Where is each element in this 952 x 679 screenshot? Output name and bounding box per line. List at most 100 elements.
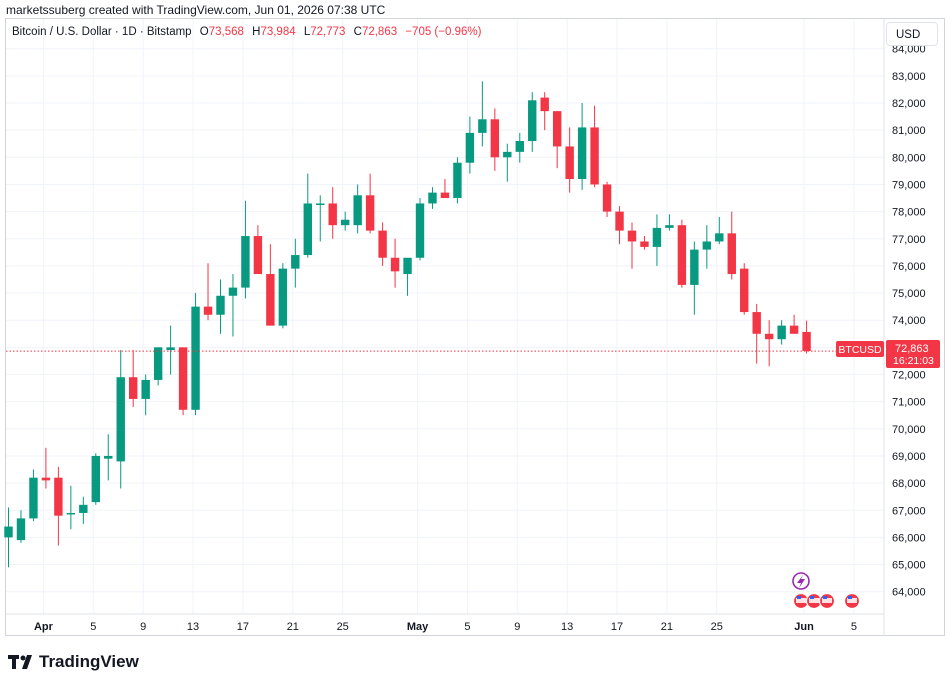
candle[interactable] [777,320,786,345]
candle[interactable] [66,485,76,530]
candle-body [590,127,599,185]
candle[interactable] [478,81,487,147]
candle[interactable] [353,184,362,234]
candle[interactable] [702,225,712,269]
candle-body [702,241,712,250]
time-tick-label: 9 [514,621,520,633]
candle[interactable] [390,238,400,288]
candle[interactable] [4,507,13,568]
candle-body [291,255,300,269]
candle-body [390,257,400,272]
candle[interactable] [677,219,687,288]
candle[interactable] [241,200,250,299]
candle[interactable] [41,447,51,489]
candle[interactable] [203,263,213,321]
candle[interactable] [528,92,537,152]
candle[interactable] [178,347,188,416]
candle[interactable] [627,222,637,269]
candle-body [440,192,450,199]
badge-price: 72,863 [895,343,929,355]
currency-selector[interactable]: USD [886,22,938,46]
change-value: −705 (−0.96%) [405,26,482,38]
chart-frame [5,18,945,636]
candle[interactable] [303,173,312,258]
candle[interactable] [79,496,88,524]
candle-body [540,97,549,112]
candle-body [166,347,175,351]
candle[interactable] [665,214,674,231]
candle[interactable] [415,198,425,261]
candle[interactable] [802,320,811,354]
candle[interactable] [552,111,562,169]
candle[interactable] [378,222,387,266]
candle[interactable] [228,274,238,337]
candle[interactable] [278,263,288,329]
candle-body [403,257,412,275]
candle[interactable] [141,374,150,416]
price-tick-label: 75,000 [892,288,926,300]
candle[interactable] [715,217,724,245]
candle[interactable] [253,225,263,275]
time-tick-label: 9 [140,621,146,633]
candle[interactable] [316,195,325,242]
candle[interactable] [16,510,26,543]
candle[interactable] [91,453,100,505]
candle[interactable] [727,211,736,280]
candle-body [104,455,113,459]
candle-body [191,306,200,410]
candle[interactable] [465,116,475,174]
candle[interactable] [602,181,612,218]
event-markers[interactable] [792,572,861,610]
candle[interactable] [503,143,512,182]
candle-body [29,477,38,519]
candle[interactable] [291,238,300,288]
candle[interactable] [216,279,225,334]
candle[interactable] [166,325,175,375]
candle-body [752,312,761,334]
candle[interactable] [652,214,662,266]
candle[interactable] [640,236,649,250]
candle[interactable] [590,105,599,188]
candle[interactable] [453,157,462,204]
candle[interactable] [191,293,200,416]
tradingview-brand: TradingView [8,652,139,672]
high-value: 73,984 [260,26,296,38]
price-axis: 64,000 65,000 66,000 67,000 68,000 69,000 70,0… [883,19,926,636]
candle[interactable] [764,320,774,367]
candle[interactable] [615,206,624,245]
candle[interactable] [29,469,38,522]
candle[interactable] [365,173,375,234]
candle-body [241,236,250,288]
candle[interactable] [153,347,163,386]
candle[interactable] [577,103,587,190]
candle[interactable] [104,434,113,481]
candle[interactable] [54,466,63,546]
candle-body [91,455,100,503]
candle[interactable] [116,350,125,489]
candle[interactable] [403,257,412,296]
candle[interactable] [690,241,699,315]
candle[interactable] [740,263,749,315]
candle[interactable] [540,92,549,131]
candle[interactable] [565,127,574,193]
candle[interactable] [490,108,500,171]
candle[interactable] [340,211,350,231]
candle-body [515,141,524,152]
price-tick-label: 81,000 [892,125,926,137]
close-value: 72,863 [361,26,398,38]
candle[interactable] [129,350,138,408]
candle[interactable] [428,187,437,209]
candle[interactable] [440,179,450,199]
candles [4,81,811,568]
price-tick-label: 68,000 [892,478,926,490]
candle-body [727,233,736,275]
candle[interactable] [515,132,524,163]
candle[interactable] [328,187,337,239]
candle-body [228,287,238,296]
candle[interactable] [266,244,275,326]
grid-lines [6,19,884,614]
candle[interactable] [789,314,799,334]
candle[interactable] [752,303,761,364]
candle-body [777,325,786,340]
